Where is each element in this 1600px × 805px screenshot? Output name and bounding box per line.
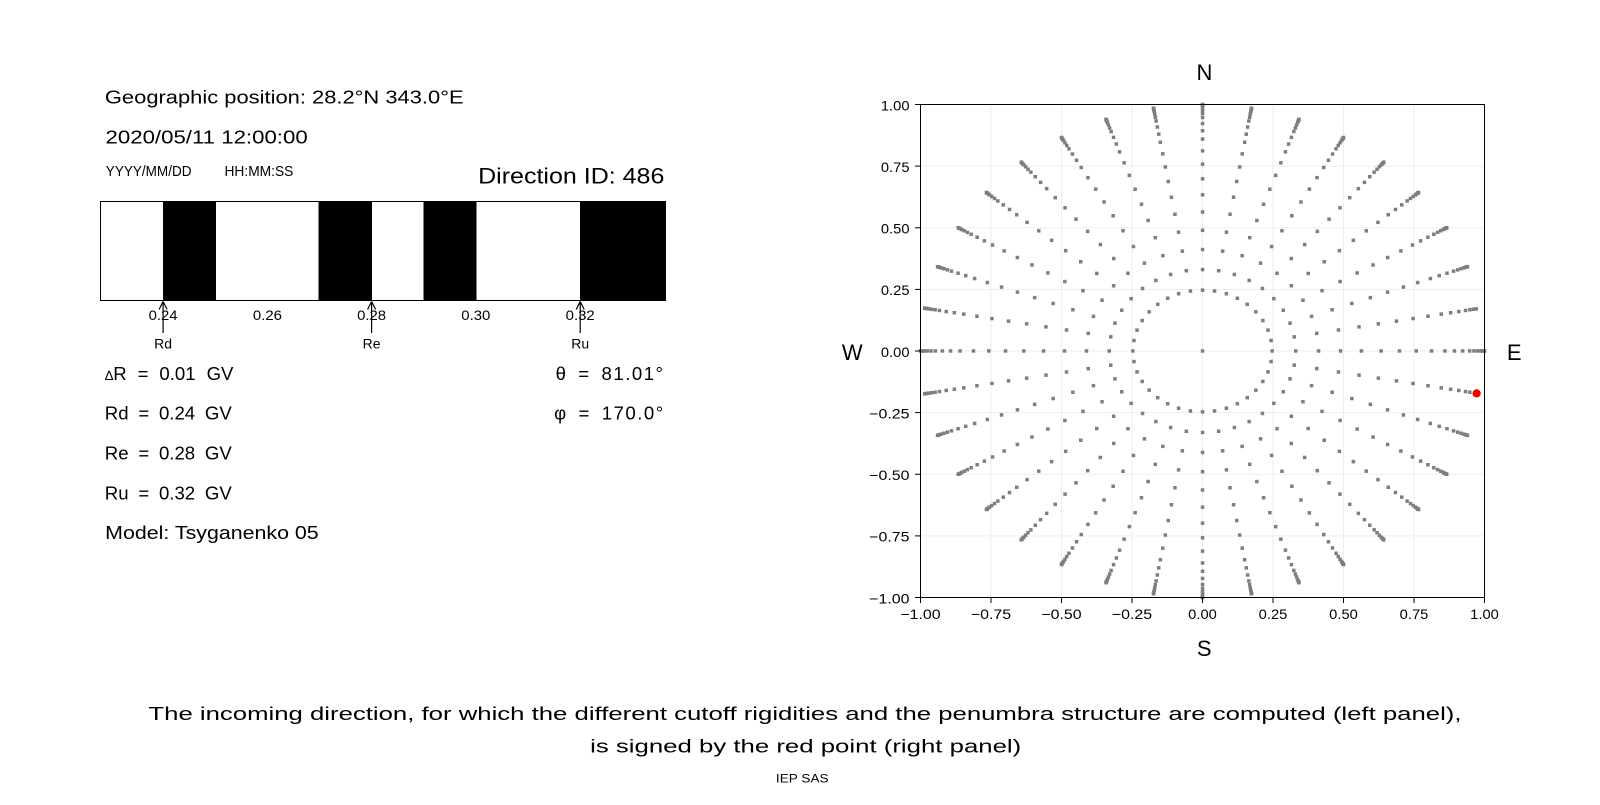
svg-text:Re = 0.28 GV: Re = 0.28 GV — [105, 442, 233, 463]
svg-text:−0.50: −0.50 — [1041, 606, 1082, 622]
svg-text:0.00: 0.00 — [1188, 606, 1217, 622]
svg-text:Ru: Ru — [571, 336, 589, 352]
svg-text:The incoming direction, for wh: The incoming direction, for which the di… — [148, 703, 1461, 724]
svg-text:0.26: 0.26 — [253, 307, 282, 323]
svg-text:Re: Re — [363, 336, 381, 352]
svg-text:Model: Tsyganenko 05: Model: Tsyganenko 05 — [105, 522, 319, 543]
svg-text:−0.25: −0.25 — [869, 405, 910, 421]
svg-text:YYYY/MM/DD: YYYY/MM/DD — [106, 164, 192, 180]
svg-text:IEP SAS: IEP SAS — [776, 773, 829, 786]
svg-text:0.75: 0.75 — [881, 159, 910, 175]
svg-text:−1.00: −1.00 — [900, 606, 941, 622]
svg-text:−0.75: −0.75 — [869, 529, 910, 545]
svg-text:2020/05/11 12:00:00: 2020/05/11 12:00:00 — [106, 127, 308, 148]
svg-text:W: W — [842, 340, 863, 365]
svg-text:0.75: 0.75 — [1400, 606, 1429, 622]
svg-text:−0.25: −0.25 — [1112, 606, 1153, 622]
svg-text:E: E — [1507, 340, 1522, 365]
svg-text:0.30: 0.30 — [461, 307, 490, 323]
svg-text:∆R = 0.01 GV: ∆R = 0.01 GV — [105, 363, 234, 384]
svg-text:0.50: 0.50 — [881, 221, 910, 237]
svg-text:0.00: 0.00 — [881, 344, 910, 360]
svg-text:Rd: Rd — [154, 336, 172, 352]
svg-text:Geographic position: 28.2°N 34: Geographic position: 28.2°N 343.0°E — [105, 87, 464, 108]
svg-text:−0.75: −0.75 — [971, 606, 1012, 622]
svg-text:1.00: 1.00 — [1470, 606, 1499, 622]
svg-text:N: N — [1196, 60, 1212, 85]
svg-text:Direction ID: 486: Direction ID: 486 — [478, 164, 664, 189]
svg-text:0.25: 0.25 — [1259, 606, 1288, 622]
svg-text:−1.00: −1.00 — [869, 590, 910, 606]
svg-text:−0.50: −0.50 — [869, 467, 910, 483]
svg-text:HH:MM:SS: HH:MM:SS — [225, 164, 294, 180]
svg-text:Rd = 0.24 GV: Rd = 0.24 GV — [105, 403, 233, 424]
svg-text:1.00: 1.00 — [881, 97, 910, 113]
svg-text:0.50: 0.50 — [1329, 606, 1358, 622]
svg-text:0.25: 0.25 — [881, 282, 910, 298]
svg-text:θ = 81.01°: θ = 81.01° — [556, 363, 665, 384]
svg-text:Ru = 0.32 GV: Ru = 0.32 GV — [105, 482, 233, 503]
svg-text:φ = 170.0°: φ = 170.0° — [554, 403, 665, 424]
svg-text:is signed by the red point (ri: is signed by the red point (right panel) — [590, 735, 1021, 756]
svg-text:S: S — [1197, 636, 1212, 661]
